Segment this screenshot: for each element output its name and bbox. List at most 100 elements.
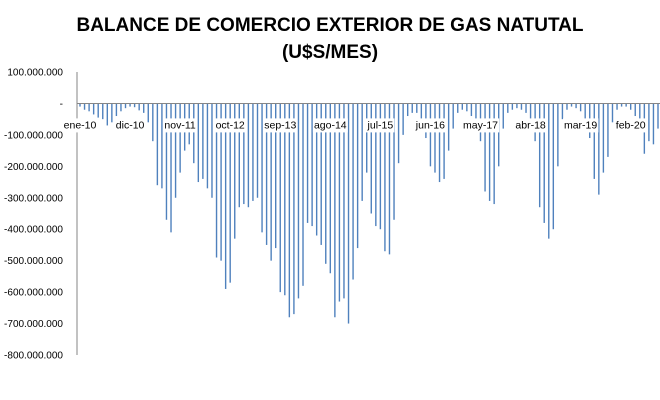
bar — [475, 103, 477, 129]
bar — [488, 103, 491, 201]
y-tick-label: 100.000.000 — [7, 68, 63, 79]
bar — [243, 103, 245, 205]
y-tick-label: -400.000.000 — [4, 225, 63, 236]
x-tick-label: dic-10 — [116, 119, 145, 131]
bar — [152, 103, 154, 142]
x-tick-label: jun-16 — [415, 119, 445, 131]
bar — [416, 103, 418, 113]
bar — [284, 103, 286, 296]
bar — [133, 103, 136, 108]
bar — [538, 103, 541, 208]
bar — [202, 103, 204, 179]
bar — [111, 103, 113, 123]
y-tick-labels: 100.000.000 - -100.000.000 -200.000.000 -300… — [4, 68, 63, 362]
x-tick-label-background — [163, 118, 197, 133]
bar — [397, 103, 400, 164]
bar — [484, 103, 486, 192]
x-tick-label: ene-10 — [64, 119, 97, 131]
bar — [593, 103, 595, 179]
x-tick-label: nov-11 — [164, 119, 195, 131]
bar — [343, 103, 345, 299]
bar — [557, 103, 559, 167]
bar — [352, 103, 354, 280]
bar — [525, 103, 527, 113]
bar — [238, 103, 240, 208]
bar — [138, 103, 140, 111]
bar — [652, 103, 655, 145]
bar — [261, 103, 263, 233]
bar — [211, 103, 213, 198]
bar — [575, 103, 577, 109]
bar — [302, 103, 304, 286]
x-tick-label: jul-15 — [367, 119, 394, 131]
bar — [229, 103, 231, 283]
bar — [206, 103, 209, 189]
bar — [461, 103, 463, 110]
bar — [275, 103, 277, 249]
y-tick-label: -200.000.000 — [4, 162, 63, 173]
bar — [648, 103, 650, 142]
x-tick-label: feb-20 — [616, 119, 646, 131]
x-tick-label-background — [614, 118, 647, 133]
bar — [498, 103, 500, 167]
bar — [315, 103, 318, 236]
x-tick-label-background — [563, 118, 599, 133]
bar — [634, 103, 636, 117]
bar — [147, 103, 149, 123]
bar — [493, 103, 495, 205]
bar — [356, 103, 359, 249]
bar — [447, 103, 450, 151]
y-tick-label: -100.000.000 — [4, 130, 63, 141]
bar — [384, 103, 386, 252]
bar — [79, 103, 81, 107]
bar — [224, 103, 227, 289]
bar — [548, 103, 550, 239]
bar — [375, 103, 377, 227]
bar — [511, 103, 514, 110]
x-tick-label-background — [114, 118, 146, 133]
bar — [156, 103, 159, 186]
bar — [466, 103, 468, 112]
bar — [161, 103, 163, 189]
x-tick-label-background — [413, 118, 447, 133]
bars-group — [79, 103, 659, 324]
bar — [129, 103, 131, 107]
bar — [270, 103, 272, 261]
bar — [388, 103, 391, 255]
y-tick-label: -600.000.000 — [4, 288, 63, 299]
bar — [320, 103, 322, 245]
x-tick-label-background — [365, 118, 395, 133]
bar — [370, 103, 372, 214]
bar — [174, 103, 177, 198]
x-tick-labels: ene-10 dic-10 nov-11 oct-12 sep-13 ago-14 jul-… — [62, 118, 647, 133]
bar — [420, 103, 423, 126]
y-tick-label: -500.000.000 — [4, 256, 63, 267]
bar — [92, 103, 95, 115]
chart-subtitle: (U$S/MES) — [281, 42, 379, 63]
x-tick-label: mar-19 — [564, 119, 597, 131]
bar — [325, 103, 327, 264]
bar — [193, 103, 195, 164]
bar — [247, 103, 250, 208]
bar — [411, 103, 413, 113]
bar — [520, 103, 523, 110]
bar — [561, 103, 564, 120]
bar — [252, 103, 254, 201]
bar — [543, 103, 545, 223]
bar — [639, 103, 641, 129]
bar — [452, 103, 454, 129]
bar — [602, 103, 605, 173]
bar — [293, 103, 295, 315]
bar — [165, 103, 168, 220]
bar — [507, 103, 509, 113]
bar — [215, 103, 218, 258]
bar — [402, 103, 404, 135]
bar — [347, 103, 350, 324]
y-tick-label: -700.000.000 — [4, 319, 63, 330]
bar — [434, 103, 436, 173]
bar — [566, 103, 568, 110]
bar — [406, 103, 409, 117]
bar — [438, 103, 441, 183]
bar — [143, 103, 145, 113]
bar — [88, 103, 90, 112]
